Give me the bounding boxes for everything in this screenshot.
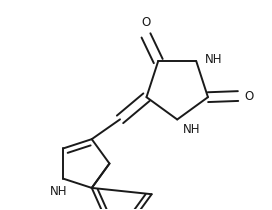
Text: NH: NH xyxy=(183,123,200,136)
Text: O: O xyxy=(244,89,254,102)
Text: NH: NH xyxy=(205,53,222,66)
Text: O: O xyxy=(141,16,151,29)
Text: NH: NH xyxy=(50,185,67,198)
